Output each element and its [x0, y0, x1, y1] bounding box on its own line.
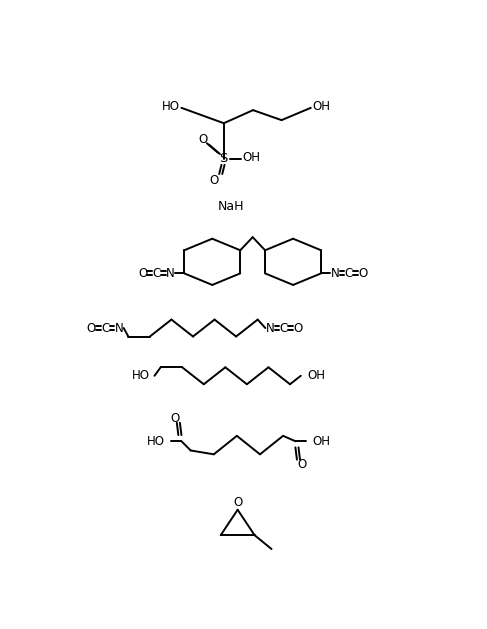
Text: HO: HO	[162, 100, 180, 113]
Text: HO: HO	[147, 435, 165, 448]
Text: N: N	[331, 267, 339, 280]
Text: OH: OH	[307, 369, 325, 382]
Text: N: N	[166, 267, 175, 280]
Text: OH: OH	[242, 150, 260, 164]
Text: NaH: NaH	[218, 200, 245, 213]
Text: O: O	[209, 174, 218, 187]
Text: C: C	[280, 321, 288, 335]
Text: S: S	[220, 152, 228, 165]
Text: O: O	[233, 496, 242, 509]
Text: O: O	[138, 267, 147, 280]
Text: O: O	[170, 411, 180, 425]
Text: HO: HO	[132, 369, 150, 382]
Text: C: C	[345, 267, 353, 280]
Text: O: O	[87, 321, 96, 335]
Text: C: C	[101, 321, 110, 335]
Text: OH: OH	[312, 435, 330, 448]
Text: N: N	[115, 321, 123, 335]
Text: OH: OH	[313, 100, 331, 113]
Text: O: O	[358, 267, 367, 280]
Text: O: O	[293, 321, 302, 335]
Text: C: C	[152, 267, 161, 280]
Text: O: O	[198, 133, 207, 146]
Text: N: N	[265, 321, 274, 335]
Text: O: O	[297, 458, 306, 471]
